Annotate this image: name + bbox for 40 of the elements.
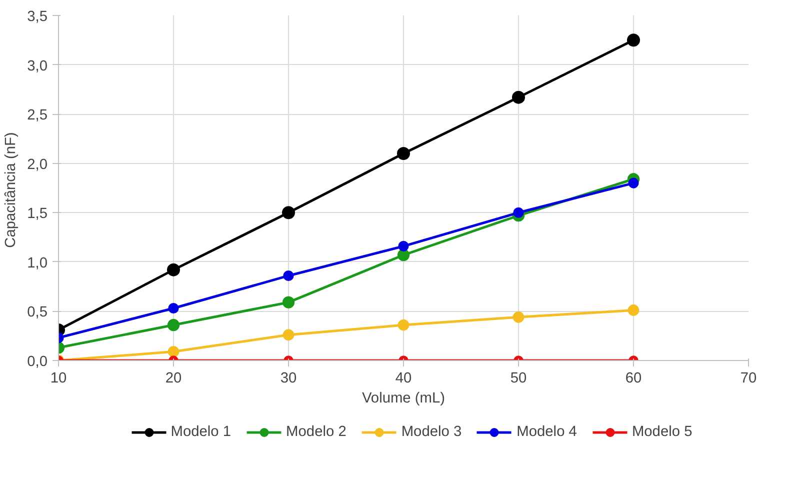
point bbox=[628, 178, 639, 188]
x-axis-title: Volume (mL) bbox=[362, 390, 446, 406]
point bbox=[627, 34, 640, 47]
y-tick-label: 3,5 bbox=[27, 9, 48, 25]
point bbox=[168, 302, 179, 314]
x-tick-label: 60 bbox=[625, 370, 642, 386]
point bbox=[167, 263, 180, 276]
point bbox=[283, 270, 294, 282]
legend-label: Modelo 5 bbox=[632, 424, 692, 440]
x-tick-label: 20 bbox=[165, 370, 182, 386]
point bbox=[397, 147, 410, 160]
legend-label: Modelo 1 bbox=[170, 424, 232, 440]
y-tick-label: 1,5 bbox=[27, 206, 48, 222]
x-tick-label: 70 bbox=[740, 370, 757, 386]
x-tick-label: 10 bbox=[50, 370, 67, 386]
point bbox=[398, 240, 409, 252]
point bbox=[168, 346, 180, 358]
point bbox=[628, 304, 640, 316]
point bbox=[513, 207, 524, 218]
y-tick-label: 0,5 bbox=[27, 304, 48, 321]
y-tick-label: 2,0 bbox=[27, 156, 48, 173]
point bbox=[512, 311, 524, 323]
x-tick-label: 30 bbox=[280, 370, 297, 386]
legend-label: Modelo 3 bbox=[401, 424, 462, 440]
point bbox=[397, 248, 410, 262]
point bbox=[282, 206, 295, 220]
y-tick-label: 3,0 bbox=[27, 58, 48, 74]
point bbox=[512, 90, 525, 104]
point bbox=[282, 329, 294, 341]
x-tick-label: 40 bbox=[395, 370, 412, 386]
y-tick-label: 2,5 bbox=[27, 108, 48, 124]
point bbox=[167, 318, 180, 332]
point bbox=[282, 296, 295, 308]
point bbox=[398, 319, 410, 331]
legend-label: Modelo 4 bbox=[516, 424, 577, 440]
y-tick-label: 1,0 bbox=[27, 255, 48, 272]
y-tick-label: 0,0 bbox=[27, 354, 48, 370]
y-axis-title: Capacitância (nF) bbox=[3, 132, 20, 248]
legend-label: Modelo 2 bbox=[286, 424, 346, 440]
x-tick-label: 50 bbox=[510, 370, 527, 386]
